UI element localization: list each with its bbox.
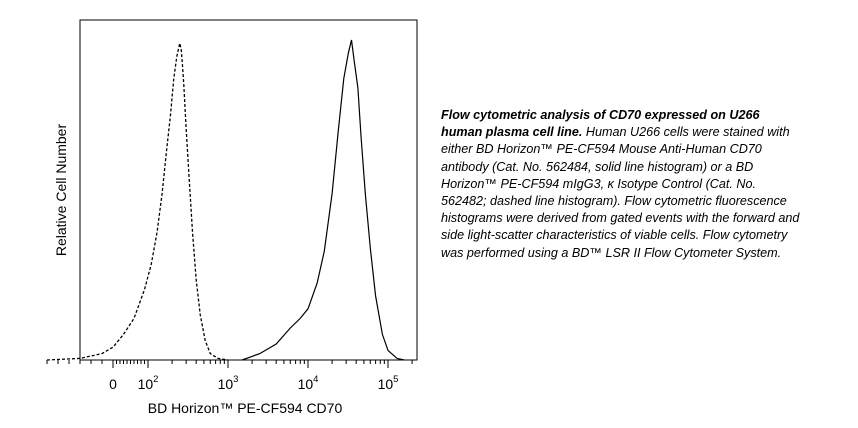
x-axis-label: BD Horizon™ PE-CF594 CD70 [148,400,343,416]
y-axis-label: Relative Cell Number [53,124,69,257]
cd70-histogram [241,39,405,361]
histogram-chart: 0 102 103 104 105 BD Horizon™ PE-CF594 CD70 … [46,19,418,416]
figure-caption: Flow cytometric analysis of CD70 express… [441,107,801,262]
caption-title: Flow cytometric analysis of CD70 express… [441,108,760,140]
plot-border [79,19,418,361]
x-axis-ticks [46,360,413,368]
x-tick-label: 105 [378,374,399,392]
isotype-control-histogram [46,43,229,361]
x-tick-label: 104 [298,374,319,392]
x-tick-label: 102 [138,374,159,392]
plot-frame [79,19,418,361]
series-layer [46,39,405,361]
x-tick-label: 0 [109,376,117,392]
caption-body: Human U266 cells were stained with eithe… [441,125,800,260]
x-tick-label: 103 [218,374,239,392]
x-axis-tick-labels: 0 102 103 104 105 [109,374,398,392]
